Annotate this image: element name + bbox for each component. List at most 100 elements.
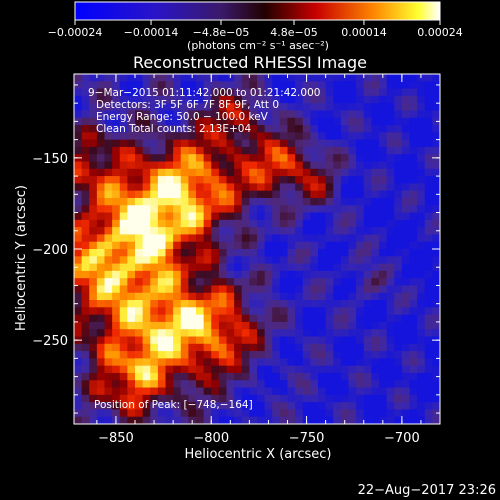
heatmap-cell: [379, 241, 388, 250]
heatmap-cell: [333, 249, 342, 257]
heatmap-cell: [318, 146, 327, 155]
heatmap-cell: [409, 88, 418, 97]
heatmap-cell: [348, 314, 357, 323]
heatmap-cell: [257, 74, 266, 82]
heatmap-cell: [165, 74, 174, 82]
heatmap-cell: [409, 234, 418, 243]
heatmap-cell: [264, 336, 273, 345]
heatmap-cell: [234, 416, 243, 424]
heatmap-cell: [318, 409, 327, 418]
heatmap-cell: [196, 234, 205, 243]
heatmap-cell: [142, 278, 151, 287]
heatmap-cell: [371, 256, 380, 265]
heatmap-cell: [310, 190, 319, 199]
heatmap-cell: [302, 132, 311, 141]
heatmap-cell: [157, 343, 167, 352]
heatmap-cell: [310, 212, 319, 221]
heatmap-cell: [127, 358, 136, 367]
heatmap-cell: [356, 125, 365, 133]
heatmap-cell: [142, 314, 151, 323]
heatmap-cell: [96, 343, 106, 352]
heatmap-cell: [218, 300, 228, 308]
heatmap-cell: [318, 219, 327, 228]
heatmap-cell: [180, 74, 189, 82]
heatmap-cell: [409, 212, 418, 221]
heatmap-cell: [424, 110, 433, 119]
heatmap-cell: [409, 263, 418, 272]
heatmap-cell: [401, 103, 411, 112]
heatmap-cell: [127, 227, 136, 236]
heatmap-cell: [203, 81, 212, 90]
heatmap-cell: [432, 307, 440, 316]
heatmap-cell: [409, 154, 418, 163]
heatmap-cell: [348, 110, 357, 119]
heatmap-cell: [257, 372, 266, 381]
heatmap-cell: [409, 270, 418, 279]
heatmap-cell: [394, 263, 403, 272]
heatmap-cell: [81, 336, 90, 345]
heatmap-cell: [241, 103, 250, 112]
heatmap-cell: [112, 183, 121, 192]
heatmap-cell: [249, 402, 258, 411]
heatmap-cell: [302, 380, 311, 389]
heatmap-cell: [234, 307, 243, 316]
heatmap-cell: [272, 241, 281, 250]
heatmap-cell: [394, 249, 403, 257]
heatmap-cell: [287, 321, 296, 330]
heatmap-cell: [218, 380, 228, 389]
heatmap-cell: [119, 190, 128, 199]
heatmap-cell: [409, 227, 418, 236]
heatmap-cell: [310, 307, 319, 316]
heatmap-cell: [272, 227, 281, 236]
heatmap-cell: [203, 103, 212, 112]
heatmap-cell: [318, 358, 327, 367]
heatmap-cell: [363, 249, 372, 257]
heatmap-cell: [234, 219, 243, 228]
heatmap-cell: [295, 176, 304, 184]
heatmap-cell: [318, 197, 327, 206]
heatmap-cell: [348, 372, 357, 381]
heatmap-cell: [157, 329, 167, 338]
heatmap-cell: [417, 409, 426, 418]
heatmap-cell: [218, 394, 228, 403]
heatmap-cell: [340, 387, 350, 396]
heatmap-cell: [325, 161, 334, 170]
heatmap-cell: [96, 372, 106, 381]
heatmap-cell: [150, 387, 159, 396]
heatmap-cell: [180, 380, 189, 389]
heatmap-cell: [127, 190, 136, 199]
heatmap-cell: [318, 234, 327, 243]
heatmap-cell: [112, 300, 121, 308]
heatmap-cell: [196, 394, 205, 403]
heatmap-cell: [234, 190, 243, 199]
heatmap-cell: [165, 336, 174, 345]
heatmap-cell: [409, 336, 418, 345]
heatmap-cell: [150, 132, 159, 141]
heatmap-cell: [295, 161, 304, 170]
heatmap-cell: [432, 270, 440, 279]
heatmap-cell: [180, 285, 189, 294]
heatmap-cell: [394, 394, 403, 403]
heatmap-cell: [272, 416, 281, 424]
heatmap-cell: [165, 285, 174, 294]
heatmap-cell: [142, 139, 151, 148]
heatmap-cell: [272, 219, 281, 228]
heatmap-cell: [379, 263, 388, 272]
heatmap-cell: [394, 88, 403, 97]
heatmap-cell: [394, 329, 403, 338]
heatmap-cell: [424, 409, 433, 418]
heatmap-cell: [432, 103, 440, 112]
heatmap-cell: [325, 285, 334, 294]
heatmap-cell: [74, 387, 83, 396]
heatmap-cell: [104, 219, 113, 228]
heatmap-cell: [325, 125, 334, 133]
heatmap-cell: [371, 154, 380, 163]
heatmap-cell: [119, 278, 128, 287]
heatmap-cell: [211, 234, 220, 243]
heatmap-cell: [234, 256, 243, 265]
heatmap-cell: [203, 125, 212, 133]
heatmap-cell: [96, 81, 106, 90]
heatmap-cell: [96, 358, 106, 367]
heatmap-cell: [241, 205, 250, 214]
heatmap-cell: [104, 263, 113, 272]
